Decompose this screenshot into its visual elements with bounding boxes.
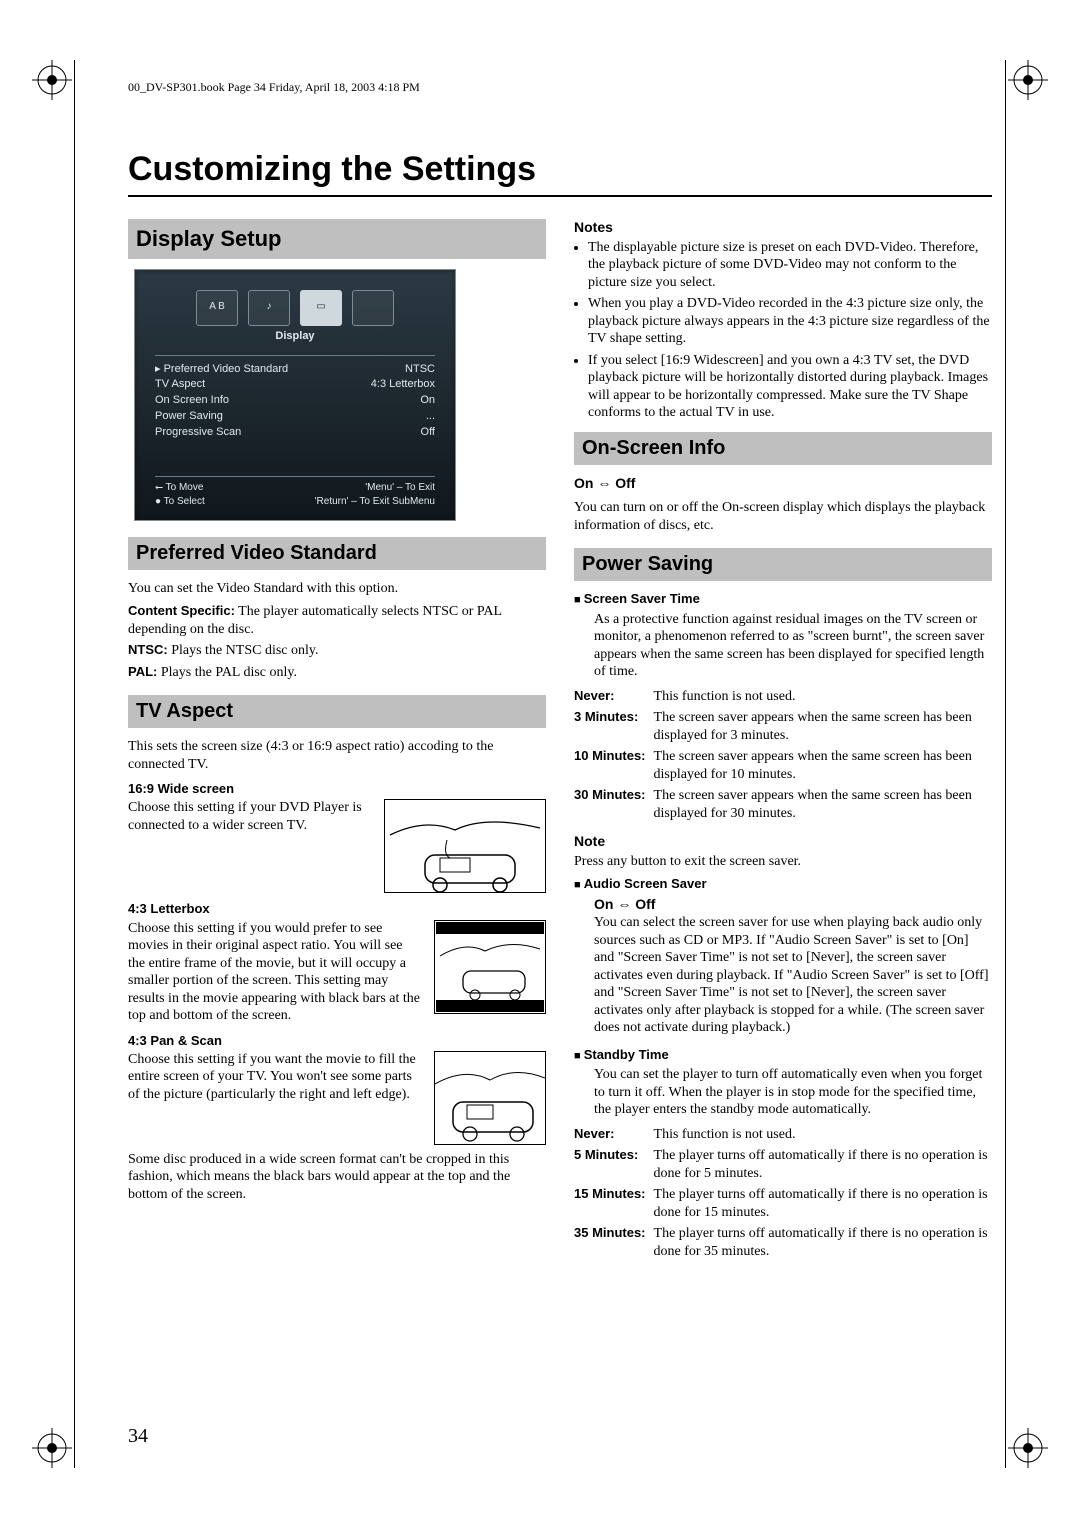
running-header: 00_DV-SP301.book Page 34 Friday, April 1… [128,80,420,95]
section-preferred-video: Preferred Video Standard [128,537,546,570]
sq-heading: Screen Saver Time [574,591,700,606]
subheading-wide: 16:9 Wide screen [128,781,546,797]
title-rule [128,195,992,197]
page-border [74,60,75,1468]
body-text: Press any button to exit the screen save… [574,853,992,871]
osd-menu-screenshot: A B ♪ ▭ Display Preferred Video Standard… [134,269,456,521]
definition-row: PAL: Plays the PAL disc only. [128,664,546,682]
table-row: Never:This function is not used. [574,687,992,709]
square-item: Screen Saver Time As a protective functi… [574,591,992,681]
menu-tab-icon: ▭ [300,290,342,326]
menu-tab-icon: ♪ [248,290,290,326]
page-title: Customizing the Settings [128,150,992,189]
table-row: 35 Minutes:The player turns off automati… [574,1224,992,1263]
section-onscreen-info: On-Screen Info [574,432,992,465]
square-item: Standby Time You can set the player to t… [574,1047,992,1119]
crop-mark-icon [32,1428,72,1468]
crop-mark-icon [1008,1428,1048,1468]
body-text: As a protective function against residua… [594,611,992,681]
table-row: 15 Minutes:The player turns off automati… [574,1185,992,1224]
body-text: Choose this setting if you want the movi… [128,1051,420,1104]
manual-page: 00_DV-SP301.book Page 34 Friday, April 1… [0,0,1080,1528]
list-item: If you select [16:9 Widescreen] and you … [588,352,992,422]
left-column: Display Setup A B ♪ ▭ Display Preferred … [128,219,546,1263]
body-text: This sets the screen size (4:3 or 16:9 a… [128,738,546,773]
menu-tab-icon: A B [196,290,238,326]
square-item: Audio Screen Saver On ⇔ Off You can sele… [574,876,992,1037]
two-column-layout: Display Setup A B ♪ ▭ Display Preferred … [128,219,992,1263]
menu-tab-icon [352,290,394,326]
body-text: Some disc produced in a wide screen form… [128,1151,546,1204]
notes-heading: Notes [574,219,992,237]
menu-title: Display [135,330,455,344]
aspect-illustration-panscan [434,1051,546,1145]
body-text: You can turn on or off the On-screen dis… [574,499,992,534]
note-heading: Note [574,833,992,851]
definition-row: Content Specific: The player automatical… [128,603,546,638]
subheading-letterbox: 4:3 Letterbox [128,901,546,917]
table-row: Never:This function is not used. [574,1125,992,1147]
content-area: Customizing the Settings Display Setup A… [128,150,992,1263]
section-display-setup: Display Setup [128,219,546,259]
menu-row: Progressive ScanOff [155,425,435,441]
list-item: When you play a DVD-Video recorded in th… [588,295,992,348]
menu-tab-icons: A B ♪ ▭ [135,290,455,326]
subheading-panscan: 4:3 Pan & Scan [128,1033,546,1049]
crop-mark-icon [1008,60,1048,100]
section-tv-aspect: TV Aspect [128,695,546,728]
menu-row: TV Aspect4:3 Letterbox [155,377,435,393]
menu-footer: ⭠ To Move'Menu' – To Exit ● To Select'Re… [155,476,435,510]
list-item: The displayable picture size is preset o… [588,239,992,292]
body-text: On ⇔ Off You can select the screen saver… [594,896,992,1037]
aspect-block: Choose this setting if you would prefer … [128,920,546,1025]
right-column: Notes The displayable picture size is pr… [574,219,992,1263]
aspect-illustration-wide [384,799,546,893]
table-row: 10 Minutes:The screen saver appears when… [574,747,992,786]
page-number: 34 [128,1425,148,1448]
menu-item-list: Preferred Video StandardNTSC TV Aspect4:… [155,355,435,441]
section-power-saving: Power Saving [574,548,992,581]
table-row: 3 Minutes:The screen saver appears when … [574,708,992,747]
aspect-block: Choose this setting if your DVD Player i… [128,799,546,893]
table-row: 5 Minutes:The player turns off automatic… [574,1146,992,1185]
menu-row: Preferred Video StandardNTSC [155,362,435,378]
body-text: Choose this setting if you would prefer … [128,920,420,1025]
menu-row: Power Saving... [155,409,435,425]
menu-row: On Screen InfoOn [155,393,435,409]
definition-row: NTSC: Plays the NTSC disc only. [128,642,546,660]
body-text: Choose this setting if your DVD Player i… [128,799,370,834]
crop-mark-icon [32,60,72,100]
body-text: You can set the Video Standard with this… [128,580,546,598]
sq-heading: Audio Screen Saver [574,876,707,891]
option-table: Never:This function is not used. 5 Minut… [574,1125,992,1264]
option-table: Never:This function is not used. 3 Minut… [574,687,992,826]
table-row: 30 Minutes:The screen saver appears when… [574,786,992,825]
notes-list: The displayable picture size is preset o… [574,239,992,422]
aspect-block: Choose this setting if you want the movi… [128,1051,546,1145]
aspect-illustration-letterbox [434,920,546,1014]
sq-heading: Standby Time [574,1047,669,1062]
page-border [1005,60,1006,1468]
body-text: You can set the player to turn off autom… [594,1066,992,1119]
on-off-label: On ⇔ Off [574,475,992,494]
